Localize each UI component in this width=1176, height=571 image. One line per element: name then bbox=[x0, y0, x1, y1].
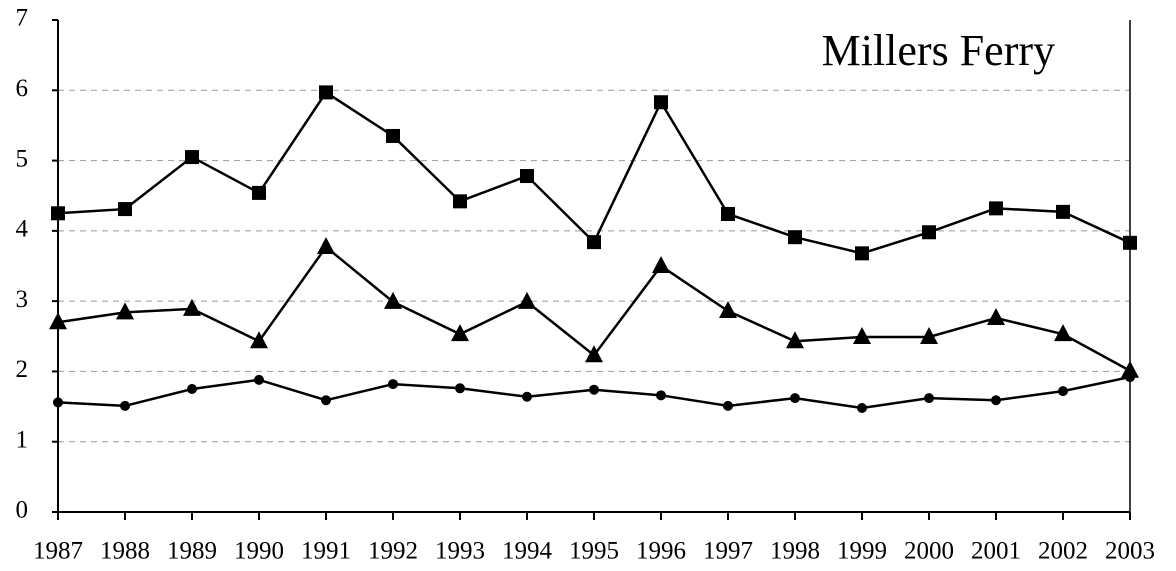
marker bbox=[1054, 324, 1072, 342]
y-tick-label: 1 bbox=[16, 426, 29, 453]
series-line bbox=[57, 90, 1131, 255]
marker bbox=[53, 397, 63, 408]
marker bbox=[991, 395, 1001, 406]
marker bbox=[790, 393, 800, 404]
marker bbox=[853, 326, 871, 344]
marker bbox=[654, 95, 668, 110]
marker bbox=[187, 384, 197, 394]
x-tick-label: 1990 bbox=[234, 538, 284, 565]
y-tick-label: 2 bbox=[16, 356, 29, 383]
marker bbox=[520, 169, 534, 184]
marker bbox=[388, 379, 398, 390]
marker bbox=[183, 298, 201, 316]
marker bbox=[386, 128, 400, 143]
marker bbox=[453, 194, 467, 209]
marker bbox=[589, 384, 599, 395]
x-tick-label: 1992 bbox=[368, 538, 418, 565]
chart-title: Millers Ferry bbox=[822, 26, 1055, 75]
marker bbox=[118, 202, 132, 217]
marker bbox=[656, 390, 666, 401]
marker bbox=[788, 230, 802, 245]
marker bbox=[652, 256, 670, 273]
x-tick-label: 2001 bbox=[971, 538, 1021, 565]
x-tick-label: 1987 bbox=[33, 538, 83, 565]
marker bbox=[522, 391, 532, 402]
marker bbox=[455, 383, 465, 394]
marker bbox=[987, 308, 1005, 326]
marker bbox=[1123, 235, 1137, 250]
marker bbox=[920, 326, 938, 344]
y-tick-label: 0 bbox=[16, 497, 29, 524]
y-tick-label: 5 bbox=[16, 145, 29, 172]
marker bbox=[989, 201, 1003, 216]
marker bbox=[1058, 386, 1068, 397]
marker bbox=[518, 291, 536, 309]
marker bbox=[723, 400, 733, 411]
x-tick-label: 1996 bbox=[636, 538, 686, 565]
x-tick-label: 1999 bbox=[837, 538, 887, 565]
marker bbox=[49, 312, 67, 330]
marker bbox=[254, 374, 264, 385]
x-tick-label: 1995 bbox=[569, 538, 619, 565]
x-tick-label: 2000 bbox=[904, 538, 954, 565]
marker bbox=[317, 237, 335, 255]
marker bbox=[1121, 360, 1139, 378]
marker bbox=[1125, 372, 1135, 383]
x-tick-label: 1989 bbox=[167, 538, 217, 565]
x-tick-label: 2002 bbox=[1038, 538, 1088, 565]
marker bbox=[721, 206, 735, 221]
marker bbox=[319, 85, 333, 100]
x-tick-label: 1993 bbox=[435, 538, 485, 565]
x-tick-label: 1997 bbox=[703, 538, 753, 565]
y-tick-label: 3 bbox=[16, 286, 29, 313]
x-tick-label: 2003 bbox=[1105, 538, 1155, 565]
marker bbox=[585, 345, 603, 363]
marker bbox=[855, 246, 869, 261]
marker bbox=[924, 393, 934, 404]
marker bbox=[185, 150, 199, 165]
marker bbox=[384, 291, 402, 309]
marker bbox=[1056, 204, 1070, 219]
marker bbox=[587, 235, 601, 250]
marker bbox=[922, 225, 936, 240]
marker bbox=[250, 331, 268, 349]
x-tick-label: 1991 bbox=[301, 538, 351, 565]
y-tick-label: 4 bbox=[16, 216, 29, 243]
marker bbox=[719, 300, 737, 318]
marker bbox=[116, 302, 134, 320]
marker bbox=[120, 400, 130, 411]
marker bbox=[786, 331, 804, 349]
y-tick-label: 6 bbox=[16, 75, 29, 102]
marker bbox=[857, 402, 867, 413]
x-tick-label: 1998 bbox=[770, 538, 820, 565]
marker bbox=[451, 324, 469, 342]
marker bbox=[321, 395, 331, 406]
x-tick-label: 1994 bbox=[502, 538, 553, 565]
marker bbox=[252, 185, 266, 200]
y-tick-label: 7 bbox=[16, 5, 29, 32]
marker bbox=[51, 206, 65, 221]
x-tick-label: 1988 bbox=[100, 538, 150, 565]
